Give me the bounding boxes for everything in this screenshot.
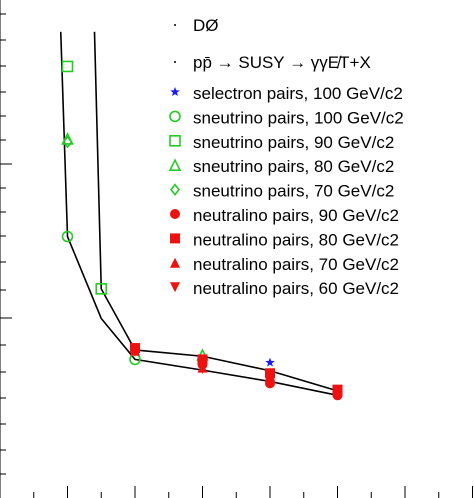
legend-entry-label: neutralino pairs, 90 GeV/c2 xyxy=(193,206,399,225)
legend-entry-label: selectron pairs, 100 GeV/c2 xyxy=(193,84,403,103)
legend-entry-label: sneutrino pairs, 100 GeV/c2 xyxy=(193,108,404,127)
data-point xyxy=(197,363,208,374)
legend-title: DØ xyxy=(193,16,219,35)
legend-process-dot xyxy=(174,61,176,63)
legend-marker xyxy=(170,87,180,97)
data-point xyxy=(197,354,208,365)
legend-marker xyxy=(170,282,180,293)
data-point xyxy=(95,283,108,295)
legend-title-dot xyxy=(174,24,176,26)
data-point xyxy=(61,230,74,243)
legend-entry-label: sneutrino pairs, 70 GeV/c2 xyxy=(193,182,394,201)
legend-entries: selectron pairs, 100 GeV/c2 sneutrino pai… xyxy=(168,84,404,298)
legend-marker xyxy=(170,233,180,244)
legend-entry-label: neutralino pairs, 70 GeV/c2 xyxy=(193,255,399,274)
data-markers xyxy=(61,60,343,401)
legend-marker xyxy=(168,158,182,171)
data-point xyxy=(265,357,275,367)
legend-marker xyxy=(169,135,181,147)
legend-marker xyxy=(169,183,181,196)
legend-entry-label: sneutrino pairs, 90 GeV/c2 xyxy=(193,133,394,152)
legend-marker xyxy=(170,257,180,268)
legend-entry-label: neutralino pairs, 60 GeV/c2 xyxy=(193,279,399,298)
legend-process: pp̄ → SUSY → γγE̸T+X xyxy=(193,53,371,72)
data-point xyxy=(62,135,73,149)
data-point xyxy=(332,388,343,399)
data-point xyxy=(265,373,275,384)
data-point xyxy=(130,346,140,357)
curve-line xyxy=(93,31,338,392)
legend-entry-label: neutralino pairs, 80 GeV/c2 xyxy=(193,230,399,249)
data-point xyxy=(61,60,74,73)
legend-entry-label: sneutrino pairs, 80 GeV/c2 xyxy=(193,157,394,176)
legend: DØ pp̄ → SUSY → γγE̸T+X selectron pairs,… xyxy=(168,16,404,298)
data-point xyxy=(265,378,275,389)
legend-marker xyxy=(170,209,180,219)
legend-marker xyxy=(169,110,181,123)
